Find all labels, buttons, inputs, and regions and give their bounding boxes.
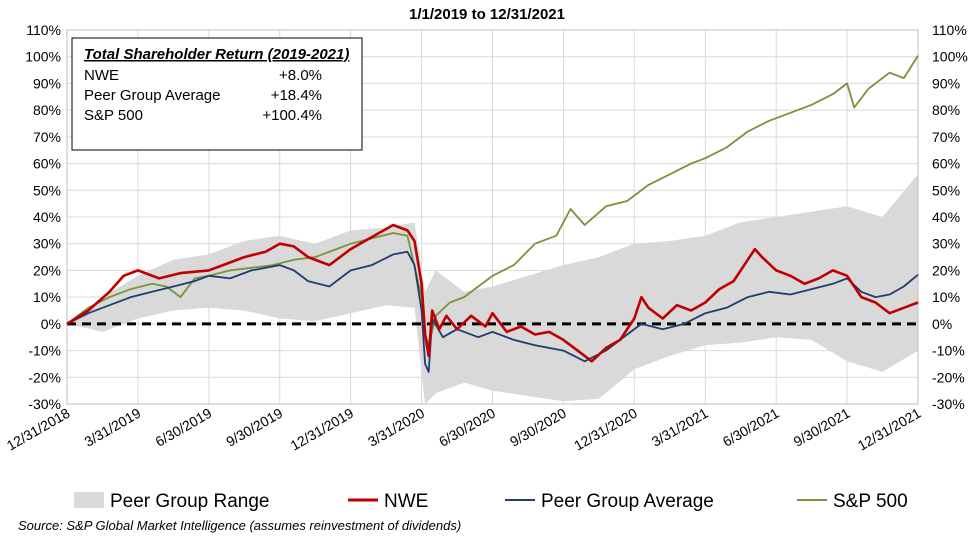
y-tick-right: 100% xyxy=(932,49,968,65)
x-tick-label: 9/30/2021 xyxy=(791,405,853,450)
y-tick-left: 110% xyxy=(26,22,61,38)
summary-label-peer: Peer Group Average xyxy=(84,87,220,104)
y-tick-right: 40% xyxy=(932,209,960,225)
y-tick-right: 70% xyxy=(932,129,960,145)
legend-label-nwe: NWE xyxy=(384,491,428,512)
y-tick-right: -20% xyxy=(932,369,965,385)
plot-frame xyxy=(66,29,919,405)
y-tick-left: 10% xyxy=(33,289,61,305)
series-nwe-line xyxy=(66,223,919,363)
summary-label-nwe: NWE xyxy=(84,67,119,84)
y-tick-left: 70% xyxy=(33,129,61,145)
summary-title: Total Shareholder Return (2019-2021) xyxy=(84,46,349,63)
x-tick-label: 9/30/2019 xyxy=(223,405,285,450)
y-tick-right: 50% xyxy=(932,182,960,198)
x-tick-label: 6/30/2021 xyxy=(720,405,782,450)
legend-label-sp500: S&P 500 xyxy=(833,491,908,512)
y-tick-left: 80% xyxy=(33,102,61,118)
summary-value-nwe: +8.0% xyxy=(279,67,322,84)
y-tick-left: 90% xyxy=(33,75,61,91)
x-tick-label: 6/30/2019 xyxy=(152,405,214,450)
x-tick-label: 9/30/2020 xyxy=(507,405,569,450)
y-tick-left: 60% xyxy=(33,156,61,172)
x-tick-label: 12/31/2021 xyxy=(855,405,924,454)
x-tick-label: 12/31/2020 xyxy=(571,405,640,454)
y-tick-right: 30% xyxy=(932,236,960,252)
legend-label-peer-avg: Peer Group Average xyxy=(541,491,714,512)
peer-range-band xyxy=(67,174,918,404)
x-tick-label: 12/31/2019 xyxy=(287,405,356,454)
y-tick-right: 10% xyxy=(932,289,960,305)
series-sp500-line xyxy=(66,55,919,347)
summary-value-peer: +18.4% xyxy=(271,87,322,104)
legend: Peer Group Range NWE Peer Group Average … xyxy=(74,491,908,512)
y-tick-right: 90% xyxy=(932,75,960,91)
y-tick-right: 20% xyxy=(932,262,960,278)
y-tick-left: 30% xyxy=(33,236,61,252)
plot-area xyxy=(66,29,919,405)
source-note: Source: S&P Global Market Intelligence (… xyxy=(18,518,461,533)
summary-box: Total Shareholder Return (2019-2021) NWE… xyxy=(71,37,363,151)
legend-label-peer-range: Peer Group Range xyxy=(110,491,270,512)
y-axis-right: 110% 100% 90% 80% 70% 60% 50% 40% 30% 20% 10% 0% -10… xyxy=(932,22,968,412)
y-tick-right: 110% xyxy=(932,22,967,38)
y-tick-right: -30% xyxy=(932,396,965,412)
x-tick-label: 6/30/2020 xyxy=(436,405,498,450)
x-tick-label: 3/31/2020 xyxy=(365,405,427,450)
y-tick-left: 100% xyxy=(25,49,61,65)
y-tick-right: -10% xyxy=(932,343,965,359)
y-tick-left: 0% xyxy=(41,316,61,332)
y-tick-left: -20% xyxy=(28,369,61,385)
x-tick-label: 3/31/2019 xyxy=(81,405,143,450)
x-axis: 12/31/2018 3/31/2019 6/30/2019 9/30/2019 12/… xyxy=(4,405,924,454)
y-tick-right: 80% xyxy=(932,102,960,118)
y-tick-right: 60% xyxy=(932,156,960,172)
y-tick-left: 40% xyxy=(33,209,61,225)
summary-label-sp500: S&P 500 xyxy=(84,107,143,124)
summary-value-sp500: +100.4% xyxy=(262,107,322,124)
y-tick-left: -30% xyxy=(28,396,61,412)
y-tick-left: 50% xyxy=(33,182,61,198)
y-tick-left: -10% xyxy=(28,343,61,359)
y-tick-right: 0% xyxy=(932,316,952,332)
chart-title: 1/1/2019 to 12/31/2021 xyxy=(409,6,565,23)
x-tick-label: 3/31/2021 xyxy=(649,405,711,450)
legend-swatch-peer-range xyxy=(74,492,104,508)
y-axis-left: 110% 100% 90% 80% 70% 60% 50% 40% 30% 20% 10% 0% -10… xyxy=(25,22,61,412)
y-tick-left: 20% xyxy=(33,262,61,278)
